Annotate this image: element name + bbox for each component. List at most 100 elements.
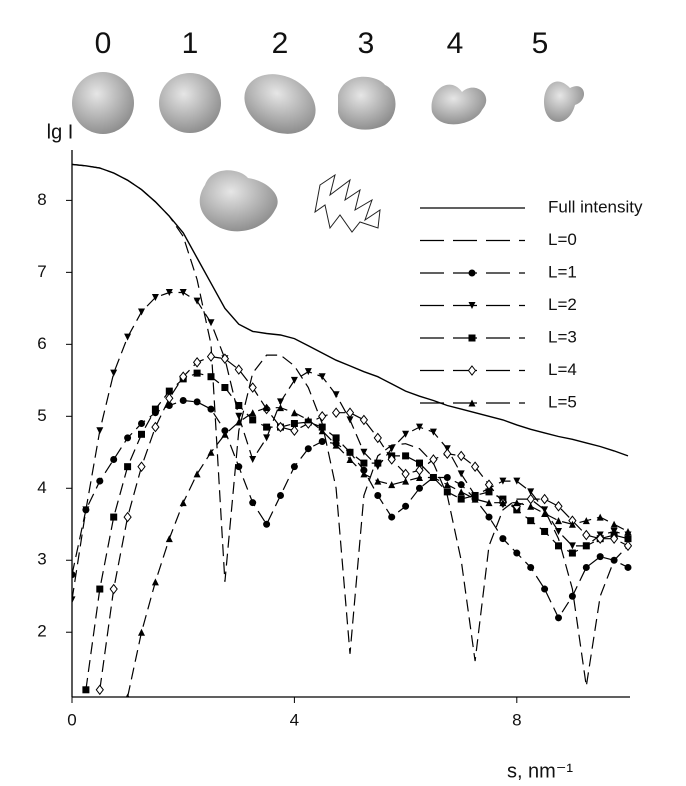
point	[555, 527, 562, 535]
point	[402, 452, 410, 460]
model-label: 4	[447, 27, 464, 60]
point	[582, 563, 590, 571]
series-line	[72, 163, 629, 457]
legend-marker	[468, 399, 476, 407]
point	[125, 693, 130, 697]
point	[179, 371, 188, 383]
series-line	[85, 372, 629, 690]
x-tick-label: 4	[290, 710, 299, 729]
point	[415, 464, 424, 476]
point	[138, 308, 145, 316]
point	[457, 481, 465, 489]
point	[290, 420, 298, 427]
point	[555, 614, 562, 622]
point	[582, 517, 590, 525]
point	[485, 499, 493, 507]
point	[345, 407, 355, 419]
point	[263, 404, 271, 412]
point	[499, 535, 507, 543]
point	[457, 450, 466, 462]
point	[234, 364, 243, 375]
point	[610, 527, 618, 535]
point	[277, 491, 284, 499]
point	[318, 427, 326, 435]
point	[165, 289, 173, 297]
point	[429, 473, 437, 481]
point	[220, 353, 230, 365]
point	[624, 563, 632, 571]
legend-marker	[468, 302, 476, 309]
point	[82, 506, 90, 514]
y-tick-label: 5	[37, 406, 46, 425]
x-axis-label: s, nm⁻¹	[507, 760, 573, 782]
point	[290, 409, 298, 417]
point	[72, 596, 76, 604]
y-tick-label: 8	[37, 190, 46, 209]
point	[596, 513, 604, 521]
point	[568, 592, 576, 600]
y-tick-label: 7	[37, 262, 46, 281]
point	[388, 481, 396, 489]
point	[470, 461, 480, 472]
point	[332, 434, 340, 442]
point	[624, 535, 632, 543]
point	[277, 404, 284, 412]
point	[207, 319, 215, 327]
point	[249, 455, 257, 463]
point	[138, 430, 145, 438]
point	[82, 686, 90, 694]
point	[499, 499, 507, 507]
point	[374, 491, 382, 499]
point	[96, 585, 104, 593]
point	[110, 513, 118, 521]
point	[443, 488, 451, 496]
series-line	[127, 407, 629, 697]
point	[124, 434, 132, 442]
point	[263, 434, 271, 442]
legend-marker	[468, 334, 476, 342]
point	[359, 414, 369, 426]
point	[110, 455, 118, 463]
point	[318, 410, 327, 422]
point	[165, 392, 174, 404]
point	[527, 502, 535, 510]
point	[72, 571, 76, 579]
point	[138, 420, 145, 427]
point	[360, 448, 368, 456]
point	[582, 529, 591, 541]
legend-label: Full intensity	[548, 197, 643, 216]
point	[249, 409, 257, 417]
point	[290, 376, 298, 384]
point	[457, 488, 465, 496]
point	[568, 549, 576, 557]
point	[609, 533, 619, 544]
legend-marker	[467, 365, 477, 376]
point	[151, 405, 159, 413]
point	[304, 368, 312, 376]
point	[346, 416, 354, 424]
point	[484, 479, 494, 490]
point	[193, 297, 201, 305]
point	[596, 553, 604, 561]
point	[443, 473, 451, 481]
point	[416, 423, 423, 431]
point	[610, 556, 618, 564]
point	[402, 477, 410, 485]
point	[610, 520, 618, 528]
x-tick-label: 0	[67, 710, 76, 729]
legend-label: L=1	[548, 262, 577, 281]
point	[318, 423, 326, 431]
y-axis-label: lg I	[47, 121, 74, 143]
point	[290, 425, 299, 437]
point	[540, 493, 549, 505]
plot-area	[72, 163, 632, 697]
point	[346, 448, 354, 456]
point	[596, 533, 605, 544]
point	[527, 488, 535, 496]
point	[304, 445, 312, 453]
point	[151, 421, 160, 433]
model-shapes	[72, 72, 585, 233]
point	[513, 499, 521, 507]
point	[96, 477, 104, 485]
